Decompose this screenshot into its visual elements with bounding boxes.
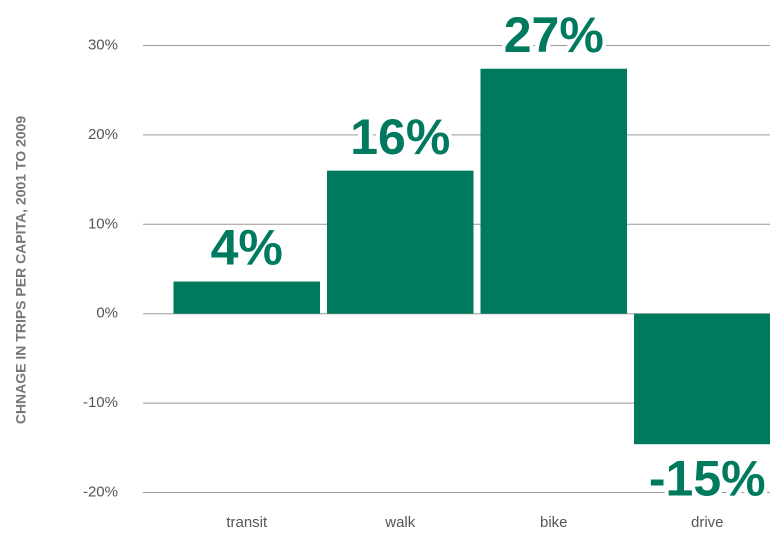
x-tick-label: walk [384, 514, 416, 531]
x-tick-label: drive [691, 514, 724, 531]
y-tick-label: 0% [96, 305, 118, 322]
y-axis-title: CHNAGE IN TRIPS PER CAPITA, 2001 TO 2009 [13, 116, 29, 425]
y-tick-label: 30% [88, 36, 118, 53]
y-tick-label: -10% [83, 394, 118, 411]
y-tick-label: 20% [88, 126, 118, 143]
bar [327, 170, 474, 314]
x-tick-label: transit [226, 514, 268, 531]
y-tick-label: 10% [88, 215, 118, 232]
value-label: 4% [211, 220, 283, 276]
value-label: 16% [350, 109, 450, 165]
x-tick-label: bike [540, 514, 568, 531]
value-label: -15% [649, 450, 766, 506]
bar [480, 68, 627, 314]
bar [634, 313, 770, 445]
y-tick-label: -20% [83, 483, 118, 500]
value-label: 27% [504, 7, 604, 63]
bar [173, 281, 320, 314]
